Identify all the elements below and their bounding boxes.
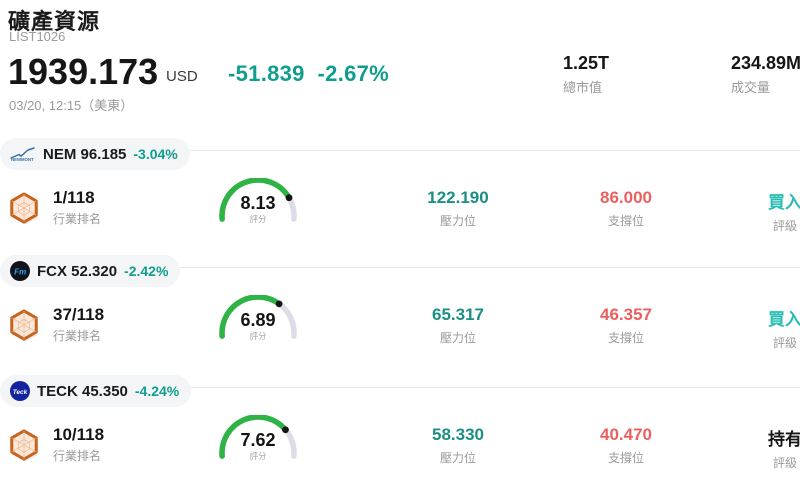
svg-text:Teck: Teck	[13, 389, 28, 396]
svg-text:Fm: Fm	[14, 268, 26, 277]
svg-text:NEWMONT: NEWMONT	[11, 157, 34, 162]
